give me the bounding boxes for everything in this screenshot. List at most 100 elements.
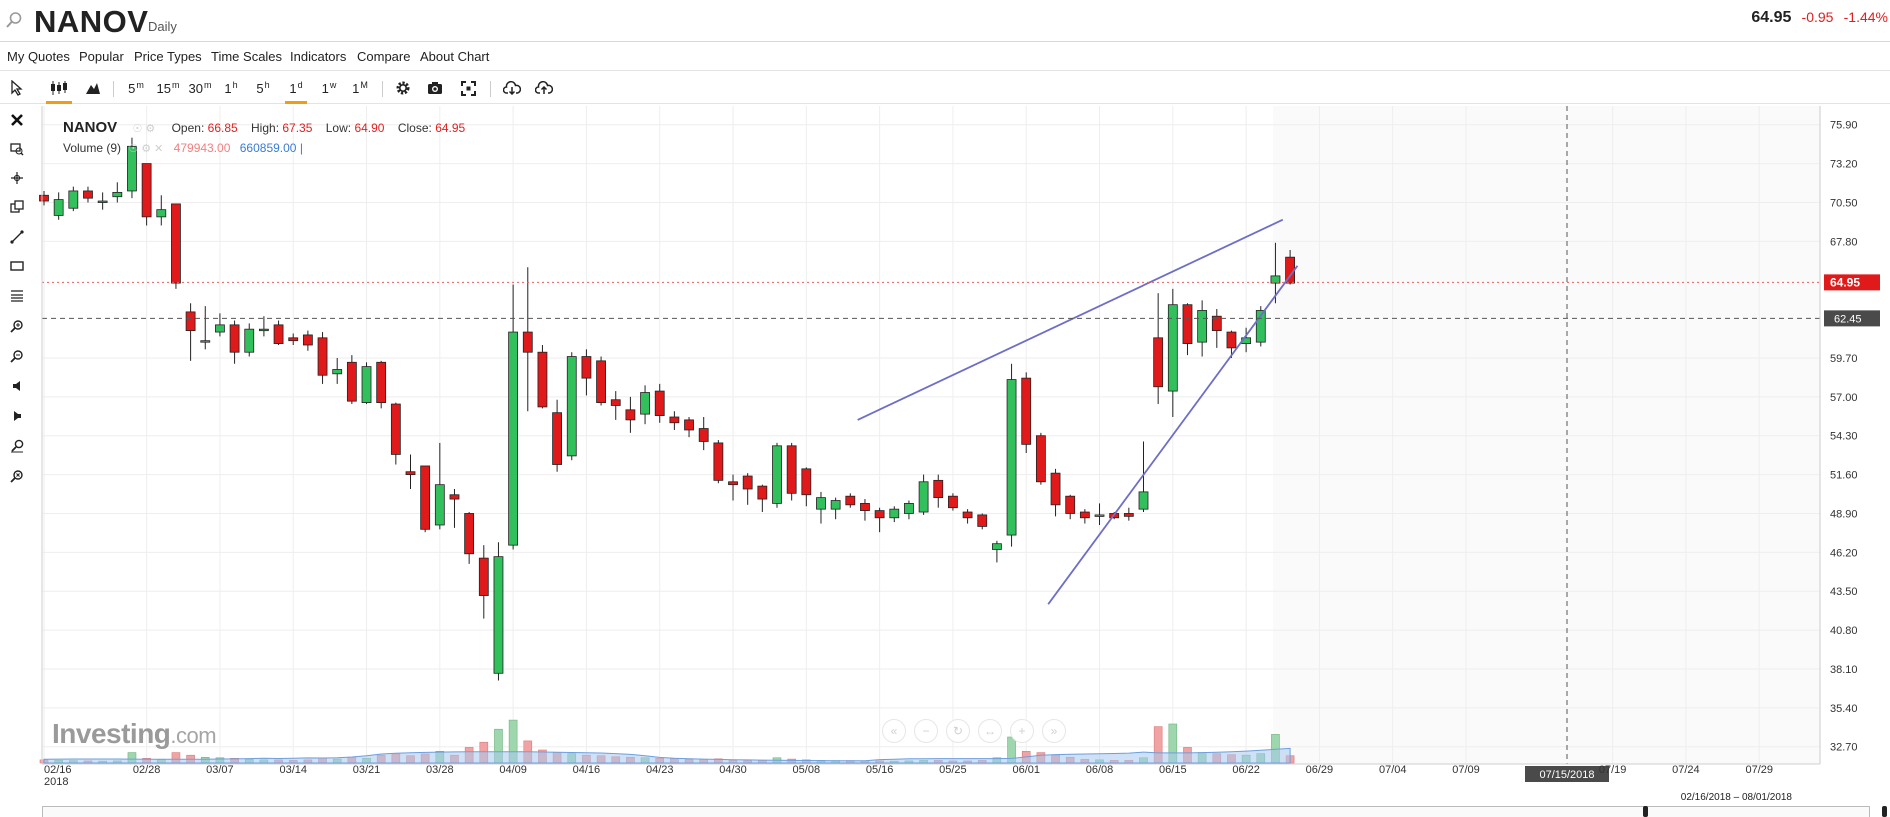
zoom-out-icon[interactable] [7,346,27,366]
volume-settings-icon[interactable]: ☉⚙✕ [128,143,167,155]
gear-icon[interactable] [392,75,414,101]
menu-my-quotes[interactable]: My Quotes [7,49,70,64]
toolbar-divider [490,81,491,97]
legend-settings-icon[interactable]: ☉⚙ [132,123,159,135]
fibonacci-icon[interactable] [7,286,27,306]
legend-high-label: High: [251,121,280,135]
menu-indicators[interactable]: Indicators [290,49,347,64]
select-zoom-icon[interactable] [7,139,27,159]
pan-right-icon[interactable]: » [1042,719,1066,743]
date-tick-label: 07/09 [1452,764,1480,776]
legend-open-label: Open: [171,121,205,135]
candle-body [948,495,958,509]
price-tick-label: 35.40 [1830,703,1858,715]
candle-body [464,513,475,555]
volume-average-area [43,747,1291,764]
candle-body [772,445,782,504]
candle-body [596,360,606,404]
date-tick-label: 07/04 [1379,764,1407,776]
candle-body [669,416,680,424]
candlestick-icon[interactable] [44,75,74,104]
download-icon[interactable] [500,75,524,101]
candle-body [478,557,489,596]
candle-body [889,508,900,519]
cursor-icon[interactable] [6,75,28,101]
price-tick-label: 32.70 [1830,742,1858,754]
camera-icon[interactable] [424,75,446,101]
range-handle-left[interactable] [1643,806,1648,817]
drawing-tools [0,106,34,806]
zoom-in-nav-icon[interactable]: + [1010,719,1034,743]
interval-15m[interactable]: 15 m [156,80,180,96]
date-tick-label: 04/23 [646,764,674,776]
trendline [1047,265,1299,605]
zoom-out-nav-icon[interactable]: − [914,719,938,743]
legend-symbol: NANOV [63,119,118,136]
expand-nav-icon[interactable]: ↔ [978,719,1002,743]
crosshair-icon[interactable] [7,168,27,188]
menu-price-types[interactable]: Price Types [134,49,202,64]
candle-body [405,471,416,475]
candle-body [97,200,108,203]
upload-icon[interactable] [532,75,556,101]
candle-body [757,485,768,500]
volume-value-2: 660859.00 [239,141,297,155]
candle-body [830,500,841,510]
legend-close-value: 64.95 [435,121,466,135]
date-tick-label: 03/07 [206,764,234,776]
rectangle-icon[interactable] [7,256,27,276]
menu-about-chart[interactable]: About Chart [420,49,490,64]
volume-right-icon[interactable] [7,406,27,426]
range-handle-right[interactable] [1882,806,1887,817]
menu-popular[interactable]: Popular [79,49,124,64]
candle-body [1065,495,1076,514]
date-tick-label: 03/14 [279,764,307,776]
volume-left-icon[interactable] [7,376,27,396]
pan-left-icon[interactable]: « [882,719,906,743]
reset-nav-icon[interactable]: ↻ [946,719,970,743]
price-tick-label: 43.50 [1830,586,1858,598]
candle-body [244,328,255,353]
fullscreen-icon[interactable] [457,75,479,101]
candle-body [493,556,504,674]
candle-body [801,468,812,496]
legend-high-value: 67.35 [282,121,313,135]
candle-body [581,356,592,379]
price-tick-label: 54.30 [1830,431,1858,443]
menu-compare[interactable]: Compare [357,49,411,64]
trendline-icon[interactable] [7,227,27,247]
toolbar-divider [113,81,114,97]
candle-body [522,331,533,353]
ohlc-legend: NANOV ☉⚙ Open: 66.85 High: 67.35 Low: 64… [63,119,465,136]
candle-body [288,337,299,342]
close-icon[interactable] [7,110,27,130]
clone-icon[interactable] [7,197,27,217]
candle-body [141,163,152,218]
date-tick-label: 02/28 [133,764,161,776]
search-icon[interactable] [4,10,24,30]
date-tick-label: 04/09 [499,764,527,776]
interval-30m[interactable]: 30 m [188,80,212,96]
price-tick-label: 75.90 [1830,120,1858,132]
candle-body [1006,379,1017,536]
candle-body [728,481,738,486]
date-tick-label: 07/29 [1745,764,1773,776]
zoom-in-icon[interactable] [7,316,27,336]
menu-time-scales[interactable]: Time Scales [211,49,283,64]
mountain-icon[interactable] [82,75,104,101]
candle-body [302,334,313,346]
price-change: -0.95 [1801,9,1834,25]
reset-zoom-icon[interactable] [7,466,27,486]
magnet-icon[interactable] [7,436,27,456]
range-scroller[interactable] [42,806,1870,817]
price-tick-label: 57.00 [1830,392,1858,404]
candle-body [552,412,562,465]
candle-body [713,442,724,481]
